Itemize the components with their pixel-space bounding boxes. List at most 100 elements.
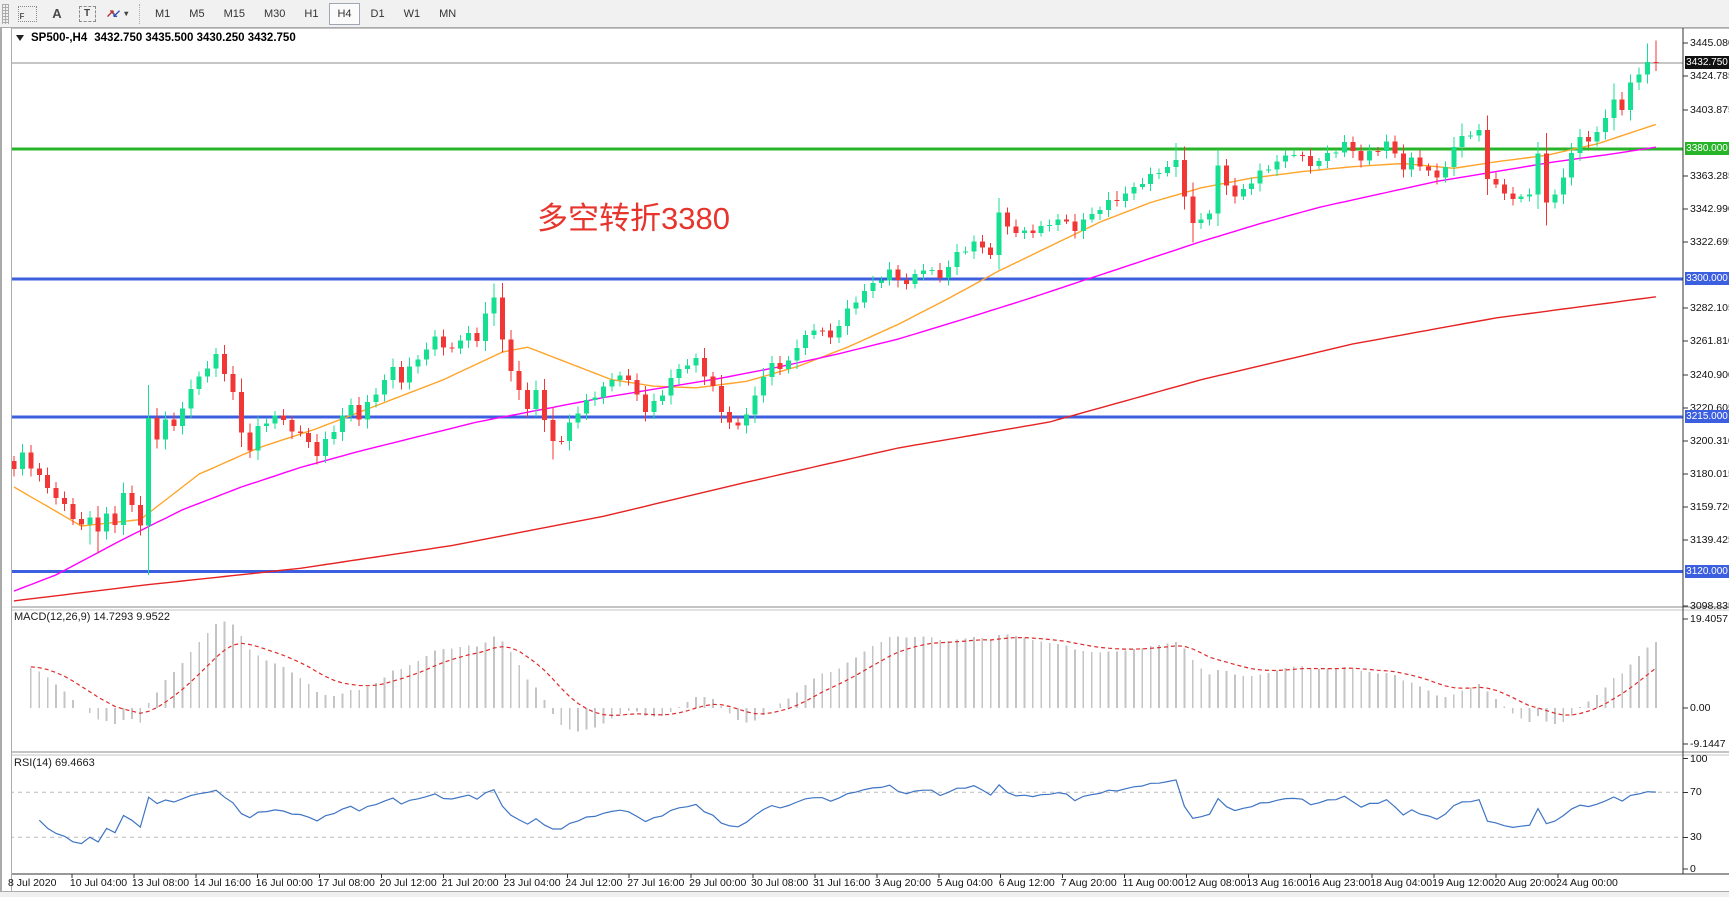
timeframe-mn-button[interactable]: MN [439,7,457,20]
macd-signal-line [30,637,1657,717]
ma-slow-line [13,296,1656,602]
timeframe-w1-button[interactable]: W1 [403,7,421,20]
candle-down [11,461,17,470]
macd-axis-label: -9.1447 [1690,738,1726,750]
time-axis-label: 11 Aug 00:00 [1122,877,1184,889]
candle-down [1510,193,1516,200]
time-axis-label: 14 Jul 16:00 [193,877,251,889]
arrow-up-icon: ↗ [105,8,115,20]
chart-symbol-period: SP500-,H4 [31,32,88,44]
candle-down [1299,154,1305,157]
rsi-line [38,779,1656,845]
text-box-tool-button[interactable]: T [75,3,99,25]
candle-down [643,394,648,413]
candle-down [314,442,320,456]
candle-up [1055,219,1061,225]
candle-down [1400,153,1406,170]
ma-fast-line [13,123,1657,527]
candle-down [289,420,295,432]
time-axis-label: 7 Aug 20:00 [1060,877,1117,889]
candle-down [1190,196,1196,224]
candle-down [1392,141,1398,154]
candle-up [685,365,691,370]
candle-down [499,297,505,340]
candle-up [87,517,93,525]
timeframe-h4-button[interactable]: H4 [329,2,360,25]
candle-up [348,405,354,416]
candle-up [1316,161,1322,167]
candle-down [1358,151,1364,161]
candle-down [1426,166,1432,171]
price-tag: 3432.750 [1685,56,1729,70]
candle-up [1527,194,1533,197]
toolbar-grip[interactable] [2,3,9,24]
candle-up [272,415,278,424]
candle-up [390,366,396,381]
candle-up [381,380,387,395]
time-axis-label: 10 Jul 04:00 [69,877,128,889]
timeframe-m15-button[interactable]: M15 [223,7,245,20]
chart-title: SP500-,H4 3432.750 3435.500 3430.250 343… [16,32,296,44]
candle-up [861,290,867,303]
candle-up [836,326,842,338]
candle-up [794,347,800,361]
time-axis-label: 13 Jul 08:00 [131,877,190,889]
candle-up [1367,150,1373,161]
candle-down [1417,157,1423,167]
indicator-frame-tool-button[interactable]: F [15,3,39,25]
candle-up [415,359,421,367]
candle-down [710,376,716,387]
candle-up [769,362,775,377]
rsi-pane-group [10,779,1683,845]
candle-up [1291,154,1297,156]
timeframe-m30-button[interactable]: M30 [263,7,286,20]
candle-up [179,408,185,427]
candle-up [1122,193,1128,201]
arrow-down-icon: ↙ [111,8,122,20]
candle-down [306,432,312,443]
time-axis-label: 5 Aug 04:00 [936,877,993,889]
window-left-edge [0,28,12,891]
candle-down [398,366,404,383]
candle-up [196,376,202,390]
candle-up [1089,213,1095,220]
candle-down [988,247,994,255]
time-axis-label: 31 Jul 16:00 [812,877,871,889]
candle-up [1341,142,1347,153]
timeframe-m1-button[interactable]: M1 [155,7,171,20]
candle-up [1577,136,1583,153]
candle-down [62,497,68,505]
chart-annotation: 多空转折3380 [537,201,730,236]
candle-down [1586,136,1592,142]
time-axis-label: 29 Jul 00:00 [689,877,747,889]
candle-down [1114,199,1120,201]
timeframe-d1-button[interactable]: D1 [370,7,385,20]
candle-up [407,366,413,383]
candle-up [870,282,876,291]
candle-down [449,347,455,349]
chart-frame [0,27,1729,878]
time-axis-label: 24 Aug 00:00 [1556,877,1618,889]
candle-up [1198,219,1204,224]
candle-up [912,273,918,284]
timeframe-m5-button[interactable]: M5 [189,7,205,20]
price-axis-label: 3159.720 [1690,501,1729,513]
candle-up [1636,74,1642,83]
candle-up [1333,152,1339,154]
candle-up [1535,153,1541,195]
symbol-dropdown-icon[interactable] [16,35,24,41]
candle-down [70,504,76,519]
candle-down [78,518,84,525]
text-label-tool-button[interactable]: A [52,6,62,21]
candle-down [474,332,480,342]
candle-up [104,513,110,532]
candle-up [457,340,463,349]
candle-down [154,417,160,440]
candle-down [979,241,985,248]
candle-up [339,415,345,432]
timeframe-h1-button[interactable]: H1 [304,7,319,20]
draw-arrows-tool-button[interactable]: ↗ ↙ ▾ [105,3,129,25]
candle-down [247,432,253,451]
time-axis-label: 17 Jul 08:00 [317,877,375,889]
